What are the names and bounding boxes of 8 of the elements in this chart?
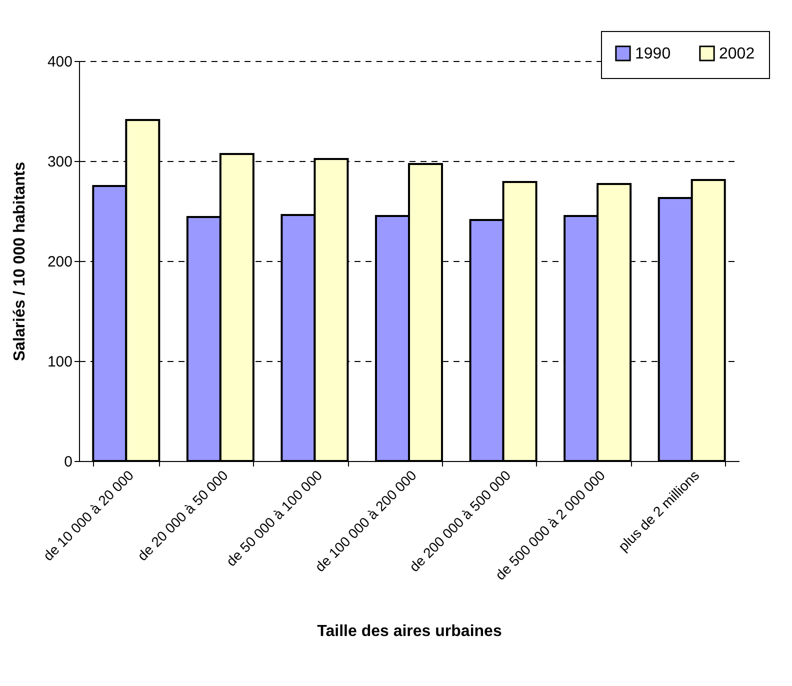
x-axis-title: Taille des aires urbaines	[317, 622, 502, 640]
y-tick-label: 200	[47, 254, 72, 270]
y-tick-label: 100	[47, 354, 72, 370]
legend-label: 1990	[635, 45, 671, 62]
y-tick-label: 300	[47, 154, 72, 170]
legend-label: 2002	[719, 45, 755, 62]
y-axis-title: Salariés / 10 000 habitants	[11, 162, 28, 362]
y-tick-label: 400	[47, 54, 72, 70]
